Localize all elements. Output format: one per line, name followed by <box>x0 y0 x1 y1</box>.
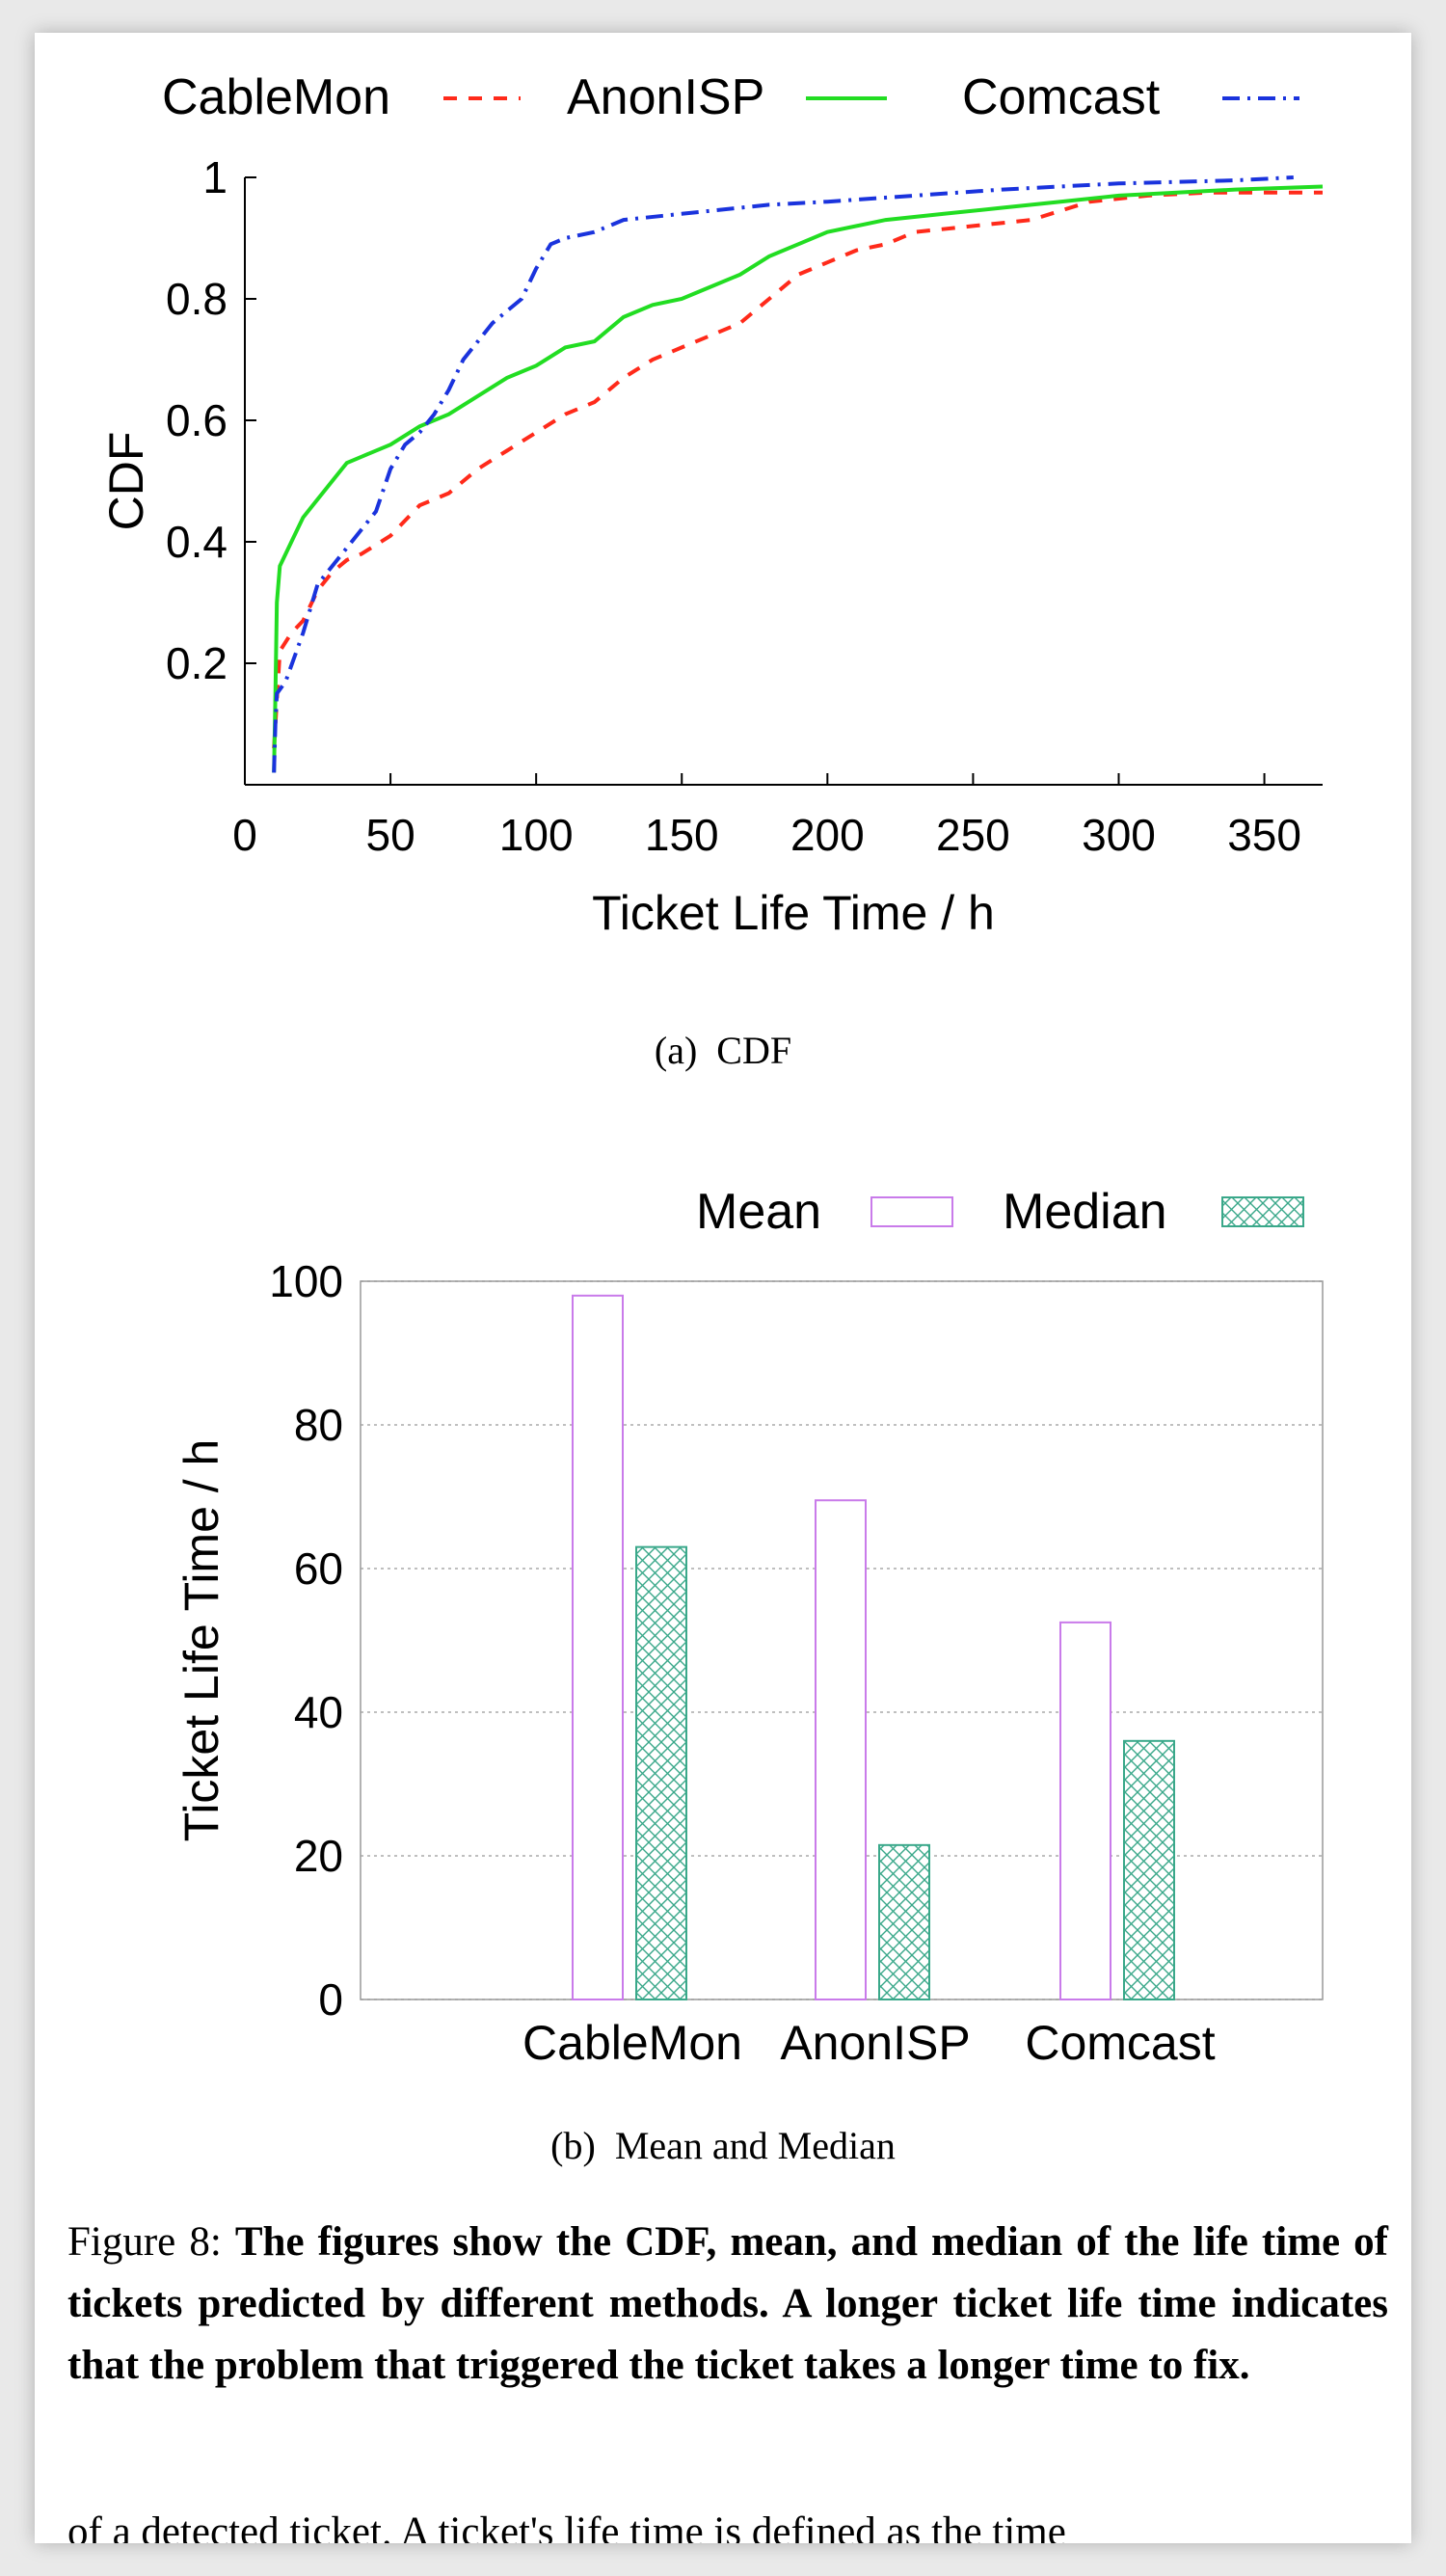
cdf-legend-label: AnonISP <box>567 69 764 125</box>
bar-mean-cablemon <box>572 1294 624 2000</box>
bar-y-axis-title: Ticket Life Time / h <box>174 1439 228 1842</box>
cdf-y-tick-label: 0.6 <box>166 395 228 445</box>
cdf-x-tick-label: 200 <box>790 810 865 860</box>
bar-legend-swatch-mean <box>870 1196 953 1227</box>
figure-label: Figure 8: <box>67 2219 222 2265</box>
cdf-x-tick-label: 150 <box>645 810 719 860</box>
cdf-legend-label: CableMon <box>162 69 390 125</box>
cdf-axes: 0.2 0.4 0.6 0.8 1 0 50 100 150 200 250 300 350 Ticket… <box>99 152 1323 940</box>
cdf-y-tick-label: 0.8 <box>166 274 228 324</box>
bar-y-tick-label: 40 <box>294 1687 343 1737</box>
paper-page: CableMon AnonISP Comcast 0.2 0.4 0.6 0.8 1 0 50 1… <box>35 33 1411 2543</box>
cdf-legend: CableMon AnonISP Comcast <box>162 69 1299 125</box>
bar-y-tick-label: 20 <box>294 1831 343 1881</box>
cdf-x-axis-title: Ticket Life Time / h <box>592 886 995 940</box>
subcaption-a-text: CDF <box>716 1029 792 1072</box>
subcaption-a: (a) CDF <box>35 1028 1411 1073</box>
cdf-x-tick-label: 350 <box>1227 810 1301 860</box>
subcaption-b-text: Mean and Median <box>614 2124 896 2167</box>
bar-series-group <box>572 1294 1175 2001</box>
bar-legend-label: Median <box>1003 1184 1167 1240</box>
cdf-y-tick-label: 0.2 <box>166 638 228 688</box>
next-paragraph-cut: of a detected ticket. A ticket's life ti… <box>67 2509 1066 2543</box>
subcaption-b-label: (b) <box>550 2124 596 2167</box>
cdf-y-tick-label: 0.4 <box>166 517 228 567</box>
cdf-legend-label: Comcast <box>962 69 1161 125</box>
cdf-x-tick-label: 0 <box>232 810 257 860</box>
cdf-x-tick-label: 300 <box>1082 810 1156 860</box>
bar-legend: Mean Median <box>696 1184 1304 1240</box>
bar-legend-label: Mean <box>696 1184 821 1240</box>
subcaption-b: (b) Mean and Median <box>35 2123 1411 2168</box>
bar-mean-anonisp <box>815 1499 867 2001</box>
cdf-x-tick-label: 250 <box>936 810 1010 860</box>
cdf-series-group <box>272 175 1324 773</box>
bar-median-comcast <box>1123 1739 1175 2000</box>
subcaption-a-label: (a) <box>654 1029 698 1072</box>
cdf-x-tick-label: 50 <box>365 810 415 860</box>
bar-category-label: Comcast <box>1025 2016 1215 2070</box>
cdf-series-line-anonisp <box>272 184 1324 773</box>
cdf-y-tick-label: 1 <box>202 152 228 202</box>
mean-median-bar-chart: Mean Median 0 20 40 60 80 100 Ticket Life Time … <box>174 1184 1324 2070</box>
cdf-series-line-cablemon <box>272 190 1323 749</box>
bar-y-tick-label: 80 <box>294 1400 343 1450</box>
figure-caption-text: The figures show the CDF, mean, and medi… <box>67 2219 1388 2388</box>
bar-median-cablemon <box>635 1545 687 2000</box>
bar-mean-comcast <box>1059 1621 1111 2000</box>
cdf-series-line-comcast <box>272 175 1294 773</box>
bar-y-tick-label: 100 <box>269 1256 343 1306</box>
cdf-x-tick-label: 100 <box>499 810 574 860</box>
bar-median-anonisp <box>878 1843 930 2001</box>
cdf-chart: CableMon AnonISP Comcast 0.2 0.4 0.6 0.8 1 0 50 1… <box>99 69 1324 940</box>
cdf-y-axis-title: CDF <box>99 432 153 531</box>
bar-category-label: AnonISP <box>780 2016 970 2070</box>
bar-y-tick-label: 60 <box>294 1543 343 1594</box>
bar-legend-swatch-median <box>1221 1196 1304 1227</box>
bar-category-label: CableMon <box>522 2016 742 2070</box>
figure-caption: Figure 8: The figures show the CDF, mean… <box>67 2212 1388 2397</box>
bar-y-tick-label: 0 <box>318 1974 343 2025</box>
